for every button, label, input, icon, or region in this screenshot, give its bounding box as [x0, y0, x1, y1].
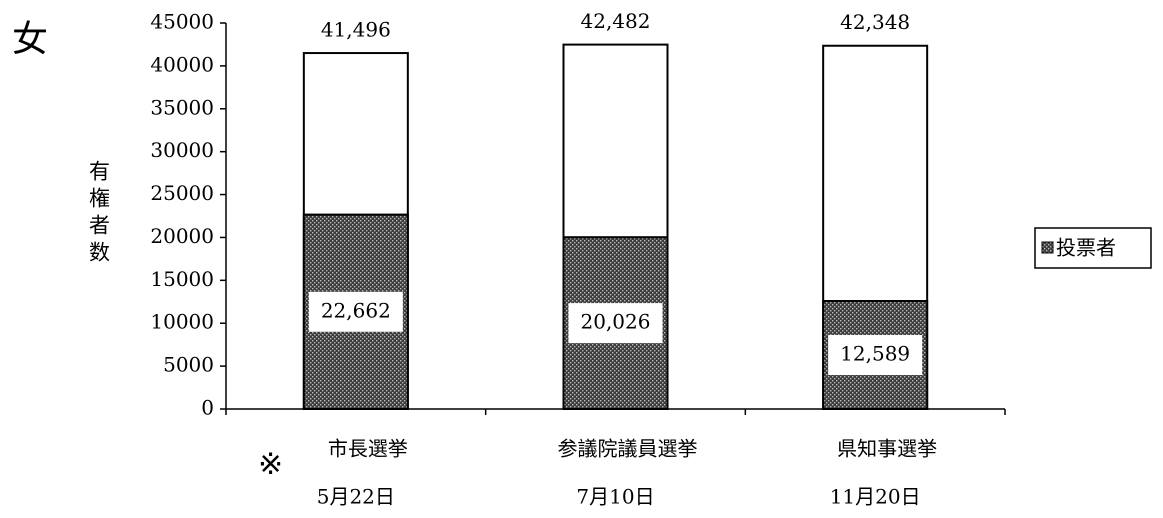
x-tick-label: 県知事選挙 [837, 437, 937, 461]
value-label: 41,496 [321, 18, 391, 42]
y-axis-label: 有権者数 [87, 160, 111, 268]
note-mark: ※ [258, 447, 283, 482]
value-label: 42,482 [581, 9, 651, 33]
y-tick-label: 45000 [150, 10, 214, 34]
y-tick-label: 25000 [150, 181, 214, 205]
value-label-box [308, 291, 403, 332]
x-tick-label: 参議院議員選挙 [558, 437, 698, 461]
chart-title: 女 [12, 19, 48, 60]
value-label: 12,589 [840, 342, 910, 366]
y-tick-label: 5000 [163, 353, 214, 377]
y-tick-label: 20000 [150, 224, 214, 248]
value-label: 42,348 [840, 10, 910, 34]
y-tick-label: 10000 [150, 310, 214, 334]
x-sub-label: 7月10日 [576, 485, 654, 509]
value-label: 20,026 [581, 310, 651, 334]
value-label-box [568, 303, 663, 344]
x-sub-label: 5月22日 [317, 485, 395, 509]
y-tick-label: 35000 [150, 95, 214, 119]
value-label-box [828, 335, 923, 376]
value-label: 22,662 [321, 298, 391, 322]
y-tick-label: 40000 [150, 52, 214, 76]
x-sub-label: 11月20日 [830, 485, 921, 509]
legend-swatch [1041, 241, 1054, 254]
legend-box [1034, 227, 1152, 269]
legend-label: 投票者 [1056, 236, 1116, 260]
y-tick-label: 15000 [150, 267, 214, 291]
y-tick-label: 0 [201, 396, 214, 420]
y-tick-label: 30000 [150, 138, 214, 162]
x-tick-label: 市長選挙 [328, 437, 408, 461]
